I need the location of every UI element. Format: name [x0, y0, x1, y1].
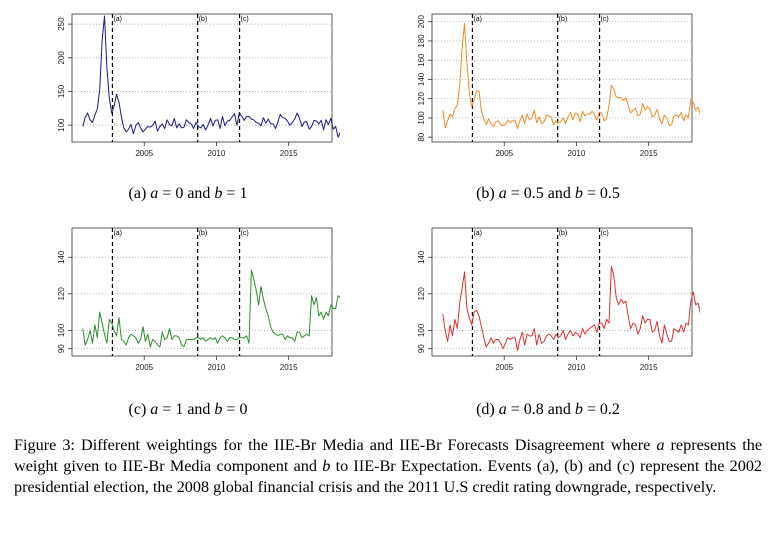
event-label: (c)	[601, 16, 609, 23]
x-tick-label: 2005	[135, 363, 153, 372]
y-tick-label: 120	[417, 287, 426, 301]
event-label: (b)	[199, 16, 208, 23]
plot-frame	[71, 227, 333, 357]
x-tick-label: 2005	[495, 149, 513, 158]
x-tick-label: 2015	[280, 363, 298, 372]
x-tick-label: 2015	[280, 149, 298, 158]
x-tick-label: 2015	[640, 149, 658, 158]
series-line	[82, 15, 340, 138]
x-tick-label: 2010	[208, 363, 226, 372]
x-tick-label: 2010	[568, 363, 586, 372]
x-tick-label: 2005	[135, 149, 153, 158]
event-label: (c)	[241, 16, 249, 23]
event-label: (a)	[113, 16, 122, 23]
y-tick-label: 120	[57, 287, 66, 301]
x-tick-label: 2010	[568, 149, 586, 158]
chart-panel-b: 80 100 120 140 160 180 200 2005 2010 2015 (a) (b) (c…	[417, 13, 700, 158]
y-tick-label: 140	[57, 250, 66, 264]
y-tick-label: 120	[417, 91, 426, 105]
y-tick-label: 100	[57, 118, 66, 132]
y-tick-label: 100	[417, 111, 426, 125]
y-tick-label: 100	[57, 323, 66, 337]
y-tick-label: 100	[417, 323, 426, 337]
chart-panel-d: 90 100 120 140 2005 2010 2015 (a) (b) (c)	[417, 227, 700, 372]
event-label: (c)	[241, 230, 249, 237]
event-label: (c)	[601, 230, 609, 237]
subcaption-a: (a) a = 0 and b = 1	[128, 185, 248, 202]
event-label: (a)	[473, 230, 482, 237]
event-label: (b)	[559, 16, 568, 23]
y-tick-label: 140	[417, 250, 426, 264]
event-label: (a)	[473, 16, 482, 23]
event-label: (a)	[113, 230, 122, 237]
plot-frame	[431, 13, 693, 143]
subcaption-c: (c) a = 1 and b = 0	[128, 401, 248, 418]
series-line	[442, 23, 700, 129]
x-tick-label: 2010	[208, 149, 226, 158]
plot-frame	[71, 13, 333, 143]
series-line	[442, 265, 700, 351]
chart-panel-a: 100 150 200 250 2005 2010 2015 (a) (b) (c)	[57, 13, 340, 158]
subcaption-d: (d) a = 0.8 and b = 0.2	[476, 401, 620, 418]
y-tick-label: 180	[417, 34, 426, 48]
y-tick-label: 250	[57, 17, 66, 31]
series-line	[82, 269, 340, 348]
chart-panel-c: 90 100 120 140 2005 2010 2015 (a) (b) (c)	[57, 227, 340, 372]
y-tick-label: 160	[417, 53, 426, 67]
event-label: (b)	[199, 230, 208, 237]
y-tick-label: 200	[57, 51, 66, 65]
y-tick-label: 150	[57, 84, 66, 98]
x-tick-label: 2015	[640, 363, 658, 372]
y-tick-label: 200	[417, 14, 426, 28]
y-tick-label: 140	[417, 72, 426, 86]
subcaption-b: (b) a = 0.5 and b = 0.5	[476, 185, 620, 202]
event-label: (b)	[559, 230, 568, 237]
plot-frame	[431, 227, 693, 357]
y-tick-label: 90	[417, 344, 426, 353]
y-tick-label: 90	[57, 344, 66, 353]
y-tick-label: 80	[417, 132, 426, 141]
figure-caption: Figure 3: Different weightings for the I…	[14, 436, 763, 496]
x-tick-label: 2005	[495, 363, 513, 372]
